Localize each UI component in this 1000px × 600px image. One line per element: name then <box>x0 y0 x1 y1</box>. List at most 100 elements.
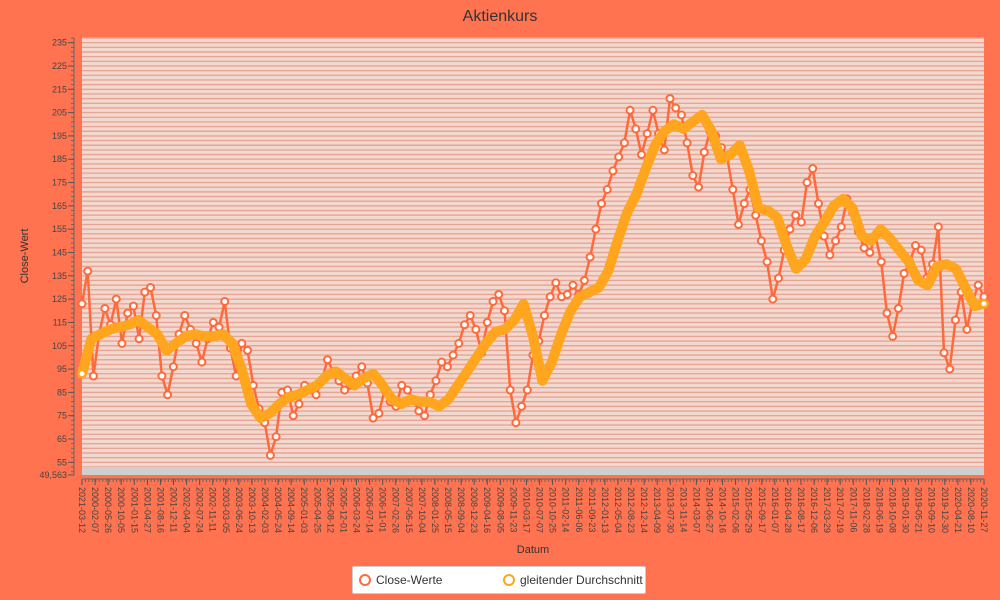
close-data-point <box>876 257 886 267</box>
close-data-point <box>933 222 943 232</box>
y-tick-label: 85 <box>57 387 67 397</box>
close-data-point <box>208 317 218 327</box>
close-data-point <box>340 385 350 395</box>
x-tick-label: 2019-12-30 <box>940 487 950 533</box>
close-data-point <box>374 408 384 418</box>
y-tick-label: 49,563 <box>39 470 67 480</box>
x-tick-label: 2004-02-03 <box>260 487 270 533</box>
close-data-point <box>163 390 173 400</box>
close-data-point <box>157 371 167 381</box>
x-tick-label: 2006-07-14 <box>365 487 375 533</box>
close-data-point <box>688 171 698 181</box>
y-tick-label: 135 <box>52 271 67 281</box>
close-data-point <box>619 138 629 148</box>
close-data-point <box>739 199 749 209</box>
average-data-point <box>979 299 989 309</box>
x-tick-label: 2009-04-16 <box>482 487 492 533</box>
close-data-point <box>950 315 960 325</box>
close-data-point <box>545 292 555 302</box>
x-tick-label: 2001-08-16 <box>155 487 165 533</box>
x-tick-label: 2010-07-07 <box>535 487 545 533</box>
series-layer <box>77 94 989 460</box>
x-tick-label: 2015-02-06 <box>731 487 741 533</box>
close-data-point <box>631 124 641 134</box>
y-tick-label: 75 <box>57 411 67 421</box>
x-tick-label: 2008-12-23 <box>469 487 479 533</box>
close-data-point <box>893 303 903 313</box>
y-tick-label: 175 <box>52 178 67 188</box>
x-tick-label: 2020-04-21 <box>953 487 963 533</box>
close-data-point <box>414 406 424 416</box>
close-data-point <box>659 145 669 155</box>
close-data-point <box>888 331 898 341</box>
legend-item-close[interactable]: Close-Werte <box>359 573 442 587</box>
close-data-point <box>265 450 275 460</box>
x-tick-label: 2000-10-05 <box>116 487 126 533</box>
legend-item-average[interactable]: gleitender Durchschnitt <box>503 573 643 587</box>
y-tick-label: 115 <box>53 317 67 327</box>
x-tick-label: 2012-08-23 <box>626 487 636 533</box>
chart-title: Aktienkurs <box>462 8 538 25</box>
close-data-point <box>220 296 230 306</box>
x-tick-label: 2011-02-14 <box>561 487 571 532</box>
close-data-point <box>682 138 692 148</box>
close-data-point <box>562 289 572 299</box>
close-data-point <box>488 296 498 306</box>
close-data-point <box>134 334 144 344</box>
close-data-point <box>357 362 367 372</box>
x-tick-label: 2019-01-30 <box>901 487 911 533</box>
x-axis-label: Datum <box>517 544 549 556</box>
close-data-point <box>459 320 469 330</box>
x-tick-label: 2007-02-26 <box>391 487 401 533</box>
close-data-point <box>768 294 778 304</box>
x-tick-label: 2020-08-10 <box>966 487 976 533</box>
close-data-point <box>859 243 869 253</box>
legend-label-close: Close-Werte <box>376 573 443 587</box>
close-data-point <box>808 164 818 174</box>
x-tick-label: 2004-05-24 <box>273 487 283 533</box>
close-data-point <box>168 362 178 372</box>
x-tick-label: 2012-12-14 <box>639 487 649 533</box>
close-data-point <box>671 103 681 113</box>
close-data-point <box>437 357 447 367</box>
close-data-point <box>899 268 909 278</box>
close-data-point <box>237 338 247 348</box>
x-tick-label: 2008-01-25 <box>430 487 440 533</box>
close-data-point <box>465 310 475 320</box>
x-tick-label: 2013-04-09 <box>652 487 662 533</box>
y-tick-label: 185 <box>52 154 67 164</box>
average-series-line <box>77 109 989 423</box>
close-data-point <box>146 282 156 292</box>
x-tick-label: 2017-11-06 <box>848 487 858 532</box>
y-tick-label: 225 <box>52 61 67 71</box>
x-tick-label: 2013-11-14 <box>678 487 688 532</box>
close-data-point <box>648 105 658 115</box>
x-tick-label: 2019-09-10 <box>927 487 937 533</box>
x-tick-label: 2003-10-13 <box>247 487 257 533</box>
x-tick-label: 2008-09-04 <box>456 487 466 533</box>
x-tick-label: 2021-03-12 <box>77 487 87 533</box>
legend: Close-Werte gleitender Durchschnitt <box>352 566 646 594</box>
close-data-point <box>962 324 972 334</box>
y-tick-label: 195 <box>52 131 67 141</box>
close-data-point <box>402 385 412 395</box>
x-tick-label: 2016-04-28 <box>783 487 793 533</box>
y-tick-label: 205 <box>52 108 67 118</box>
y-tick-label: 105 <box>52 341 67 351</box>
close-data-point <box>140 287 150 297</box>
close-data-point <box>665 94 675 104</box>
close-data-point <box>939 348 949 358</box>
x-tick-label: 2007-10-04 <box>417 487 427 533</box>
close-data-point <box>791 210 801 220</box>
close-data-point <box>973 280 983 290</box>
close-data-point <box>676 110 686 120</box>
x-tick-label: 2012-05-04 <box>613 487 623 533</box>
average-series-swatch-icon <box>503 574 515 586</box>
close-data-point <box>825 250 835 260</box>
close-data-point <box>111 294 121 304</box>
x-tick-label: 2014-06-27 <box>704 487 714 533</box>
y-tick-label: 155 <box>52 224 67 234</box>
x-tick-label: 2016-08-17 <box>796 487 806 533</box>
x-tick-label: 2014-03-07 <box>691 487 701 533</box>
